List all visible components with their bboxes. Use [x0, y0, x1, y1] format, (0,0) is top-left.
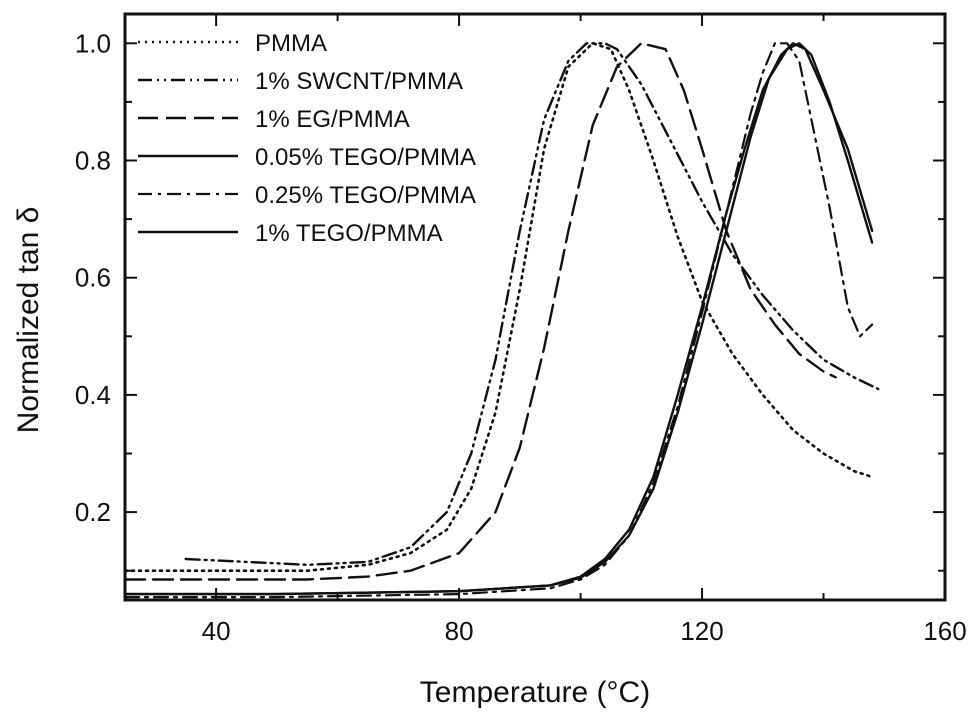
y-tick-label: 0.2: [75, 497, 111, 527]
x-tick-label: 80: [445, 616, 474, 646]
y-axis-title: Normalized tan δ: [12, 207, 45, 434]
y-tick-label: 0.6: [75, 263, 111, 293]
y-tick-label: 0.8: [75, 146, 111, 176]
x-tick-label: 40: [202, 616, 231, 646]
x-tick-label: 120: [680, 616, 723, 646]
series-line-6: [123, 42, 874, 596]
legend: PMMA 1% SWCNT/PMMA 1% EG/PMMA 0.05% TEGO/PM…: [138, 30, 476, 247]
series-line-3: [123, 42, 837, 581]
series-line-5: [123, 42, 874, 599]
legend-label-6: 1% TEGO/PMMA: [255, 220, 443, 247]
plot-frame: [123, 12, 947, 602]
plot-area: [123, 41, 880, 599]
axes: 40 80 120 160 0.2 0.4 0.6 0.8 1.0: [75, 12, 967, 646]
x-axis-title: Temperature (°C): [420, 676, 650, 709]
legend-label-5: 0.25% TEGO/PMMA: [255, 182, 476, 209]
y-tick-label: 1.0: [75, 28, 111, 58]
series-line-2: [184, 42, 880, 566]
legend-label-3: 1% EG/PMMA: [255, 106, 410, 133]
legend-label-1: PMMA: [255, 30, 327, 57]
legend-label-2: 1% SWCNT/PMMA: [255, 68, 463, 95]
legend-label-4: 0.05% TEGO/PMMA: [255, 144, 476, 171]
x-tick-label: 160: [923, 616, 966, 646]
y-tick-label: 0.4: [75, 380, 111, 410]
